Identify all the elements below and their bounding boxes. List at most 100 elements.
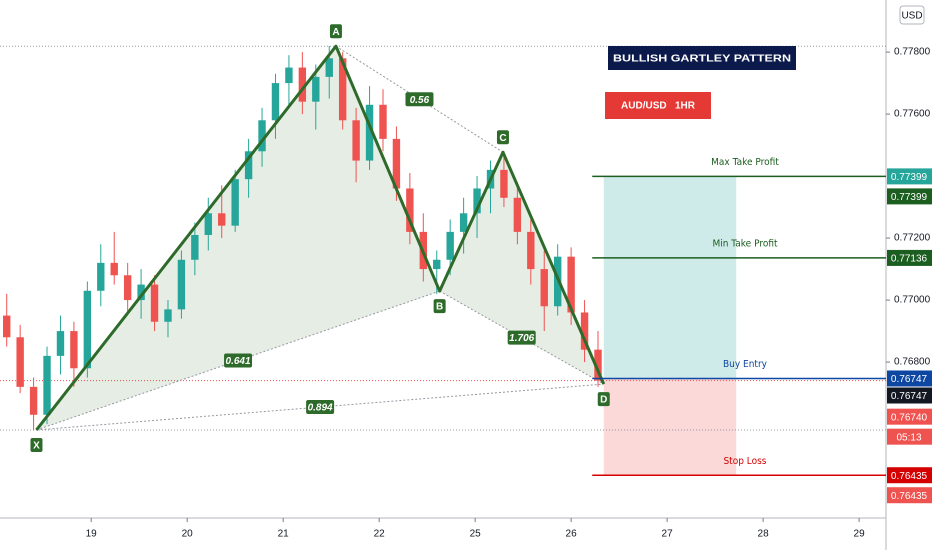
candle-body <box>218 213 226 226</box>
candle-body <box>271 83 280 121</box>
ratio-label: 0.641 <box>226 356 251 367</box>
candle-body <box>137 284 145 301</box>
level-name: Buy Entry <box>723 359 767 371</box>
candle-body <box>365 104 374 161</box>
candle-body <box>43 355 51 415</box>
y-tick-label: 0.76800 <box>894 357 931 368</box>
price-tag-bg <box>887 249 932 266</box>
loss-zone <box>603 378 737 476</box>
ratio-label: 0.56 <box>410 95 430 106</box>
ratio-badge <box>507 330 536 345</box>
candle-body <box>473 188 481 214</box>
candle-body <box>513 197 522 232</box>
level-name: Stop Loss <box>723 455 766 467</box>
candle-body <box>540 269 548 307</box>
current-price-tag-bg <box>887 408 932 425</box>
chart-subtitle: AUD/USD 1HR <box>621 101 696 112</box>
candle-body <box>352 120 360 161</box>
candle-body <box>433 259 441 270</box>
point-label: A <box>332 27 339 38</box>
candle-body <box>459 213 468 232</box>
price-tag-bg <box>887 387 932 404</box>
candle-body <box>325 58 333 77</box>
candle-body <box>123 275 132 301</box>
point-badge <box>329 24 342 39</box>
price-tag: 0.77399 <box>891 172 928 183</box>
price-tag-bg <box>887 188 932 205</box>
y-tick-label: 0.77600 <box>894 109 931 120</box>
title-box <box>608 46 796 70</box>
candle-body <box>406 188 414 232</box>
price-tag: 0.77136 <box>891 254 928 265</box>
candle-body <box>191 234 199 260</box>
candle-body <box>567 256 575 313</box>
price-tag-bg <box>887 467 932 484</box>
x-tick-label: 25 <box>470 529 482 540</box>
x-tick-label: 28 <box>758 529 770 540</box>
current-price-tag: 0.76740 <box>891 412 928 423</box>
point-label: D <box>600 395 607 406</box>
candle-body <box>446 231 454 260</box>
level-name: Max Take Profit <box>711 157 779 169</box>
price-tag-bg <box>887 487 932 504</box>
pattern-line <box>35 44 606 431</box>
ratio-badge <box>405 92 434 107</box>
point-label: B <box>436 302 443 313</box>
level-name: Min Take Profit <box>712 238 777 250</box>
point-badge <box>433 299 446 314</box>
price-tag: 0.77399 <box>891 192 928 203</box>
candle-body <box>164 309 172 322</box>
point-label: X <box>33 441 40 452</box>
candle-body <box>56 331 65 356</box>
chart-title: BULLISH GARTLEY PATTERN <box>613 54 791 65</box>
candle-body <box>97 262 105 291</box>
candle-body <box>258 120 266 152</box>
candle-body <box>527 231 535 270</box>
candle-body <box>231 179 239 226</box>
candle-body <box>3 315 11 338</box>
candle-body <box>379 104 387 139</box>
candle-body <box>338 58 347 121</box>
pattern-leg-dotted <box>335 45 504 153</box>
candle-body <box>285 67 293 84</box>
x-tick-label: 26 <box>566 529 578 540</box>
countdown-tag: 05:13 <box>896 432 921 443</box>
candle-body <box>312 76 320 102</box>
candle-body <box>110 262 118 276</box>
point-badge <box>597 392 610 407</box>
ratio-label: 0.894 <box>308 403 333 414</box>
y-tick-label: 0.77000 <box>894 295 931 306</box>
ratio-badge <box>224 353 253 368</box>
x-tick-label: 22 <box>374 529 386 540</box>
candle-body <box>70 331 78 369</box>
candle-body <box>16 337 24 387</box>
y-tick-label: 0.77200 <box>894 233 931 244</box>
candle-body <box>594 349 602 381</box>
candle-body <box>150 284 159 322</box>
x-tick-label: 20 <box>182 529 194 540</box>
candle-body <box>580 312 589 350</box>
candle-body <box>29 386 38 415</box>
countdown-tag-bg <box>887 428 932 445</box>
x-tick-label: 19 <box>86 529 98 540</box>
point-badge <box>496 130 509 145</box>
candle-body <box>244 151 253 180</box>
candle-body <box>298 67 307 102</box>
candle-body <box>177 259 186 310</box>
price-tag-bg <box>887 168 932 185</box>
pattern-fill <box>36 46 440 430</box>
point-badge <box>30 437 43 452</box>
currency-label: USD <box>901 11 922 22</box>
profit-zone <box>603 176 737 379</box>
ratio-badge <box>306 400 335 415</box>
x-tick-label: 29 <box>854 529 866 540</box>
x-tick-label: 21 <box>278 529 290 540</box>
price-tag: 0.76747 <box>891 391 928 402</box>
currency-box <box>899 5 925 25</box>
price-tag: 0.76435 <box>891 491 928 502</box>
subtitle-box <box>605 92 711 119</box>
pattern-leg-dotted <box>439 290 605 385</box>
